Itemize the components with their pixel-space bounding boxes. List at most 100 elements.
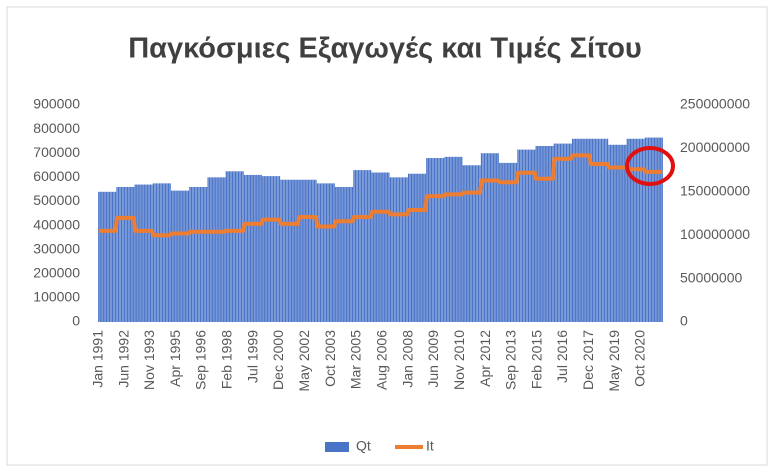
bar — [578, 138, 580, 322]
plot: 0 100000 200000 300000 400000 500000 600000 700… — [33, 96, 750, 392]
bar — [423, 173, 425, 322]
bar — [312, 179, 314, 322]
bar — [435, 158, 437, 322]
bar — [319, 183, 322, 322]
bar — [462, 165, 464, 322]
bar — [368, 170, 370, 322]
bar — [468, 165, 470, 322]
bar — [635, 138, 638, 322]
bar — [143, 184, 145, 322]
bar — [303, 179, 305, 322]
bar — [202, 186, 205, 322]
bar — [130, 186, 132, 322]
bar — [289, 179, 291, 322]
bar — [471, 165, 474, 322]
y-tick-label: 700000 — [33, 144, 80, 160]
bar — [391, 177, 393, 322]
bar — [465, 165, 467, 322]
bar — [582, 138, 584, 322]
bar — [286, 179, 288, 322]
bar — [660, 137, 662, 322]
bar — [277, 176, 279, 322]
bar — [538, 145, 540, 322]
bar — [328, 183, 331, 322]
bar — [195, 186, 197, 322]
bar — [382, 172, 384, 322]
bar — [584, 138, 586, 322]
bar — [558, 143, 560, 322]
bar — [643, 138, 645, 322]
bar — [661, 137, 663, 322]
bar — [218, 177, 220, 322]
bar — [236, 171, 238, 322]
bar — [374, 172, 376, 322]
bar — [593, 138, 595, 322]
bar — [186, 190, 188, 322]
bar — [222, 177, 224, 322]
bar — [430, 158, 433, 322]
bar — [500, 162, 502, 322]
bar — [113, 191, 115, 322]
bar — [240, 171, 243, 322]
bar — [499, 162, 501, 322]
bar — [470, 165, 472, 322]
bar — [559, 143, 562, 322]
x-tick-label: Feb 1998 — [219, 330, 235, 389]
bar — [269, 176, 272, 322]
bar — [380, 172, 382, 322]
y2-tick-label: 200000000 — [680, 139, 750, 155]
bar — [155, 183, 158, 322]
bar — [333, 183, 335, 322]
bar — [617, 144, 619, 322]
bar — [530, 149, 533, 322]
bar — [433, 158, 436, 322]
bar — [134, 184, 136, 322]
bar — [246, 174, 249, 322]
bar — [483, 153, 486, 322]
bar — [363, 170, 366, 322]
bar — [637, 138, 639, 322]
bar — [608, 144, 610, 322]
bar — [605, 138, 607, 322]
bar — [230, 171, 232, 322]
bar — [611, 144, 613, 322]
bar — [452, 156, 454, 322]
y-tick-label: 300000 — [33, 240, 80, 256]
bar — [245, 174, 247, 322]
bar — [164, 183, 167, 322]
bar — [628, 138, 630, 322]
bar — [178, 190, 180, 322]
bar — [300, 179, 302, 322]
bar — [594, 138, 597, 322]
bar — [253, 174, 255, 322]
bar — [313, 179, 316, 322]
bar — [436, 158, 439, 322]
bar — [556, 143, 559, 322]
bar — [225, 171, 227, 322]
bar — [546, 145, 548, 322]
bar — [353, 170, 355, 322]
bar — [110, 191, 112, 322]
bar — [335, 186, 337, 322]
bar — [585, 138, 587, 322]
bar — [292, 179, 294, 322]
bar — [526, 149, 528, 322]
x-tick-label: Jun 1992 — [115, 330, 131, 388]
bar — [99, 191, 101, 322]
bar — [309, 179, 311, 322]
bar — [161, 183, 164, 322]
bar — [257, 174, 259, 322]
bar — [441, 158, 443, 322]
bar — [514, 162, 516, 322]
bar — [344, 186, 346, 322]
bar — [172, 190, 174, 322]
bar — [196, 186, 199, 322]
bar — [297, 179, 299, 322]
bar — [338, 186, 340, 322]
bar — [321, 183, 323, 322]
bar — [561, 143, 563, 322]
x-tick-label: May 2002 — [296, 330, 312, 392]
bar — [565, 143, 568, 322]
bar — [641, 138, 644, 322]
x-tick-label: Dec 2017 — [580, 330, 596, 390]
